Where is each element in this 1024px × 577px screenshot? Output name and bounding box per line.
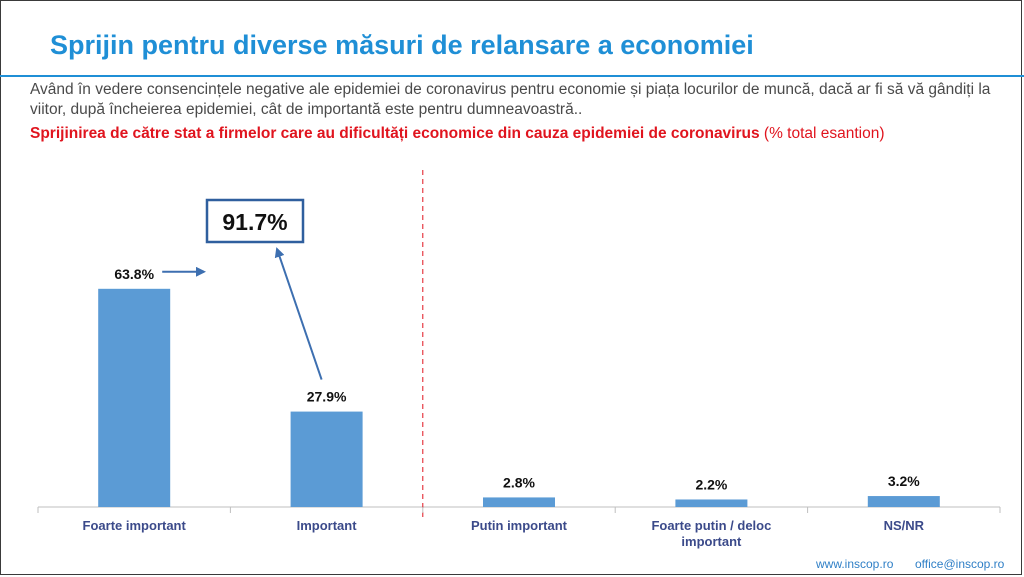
bar-value-label: 27.9% xyxy=(307,389,347,405)
survey-question: Având în vedere consencințele negative a… xyxy=(30,81,991,118)
bar-1 xyxy=(290,411,363,507)
bar-value-label: 2.8% xyxy=(503,474,535,490)
arrow-from-second-bar xyxy=(274,247,323,380)
subtitle-main: Sprijinirea de către stat a firmelor car… xyxy=(30,125,760,142)
category-label: Important xyxy=(297,518,358,533)
bars-group: 63.8% Foarte important 27.9% Important 2.8% P… xyxy=(83,266,940,549)
title-underline xyxy=(0,75,1024,77)
total-important-callout: 91.7% xyxy=(205,198,305,244)
chart-subtitle: Sprijinirea de către stat a firmelor car… xyxy=(30,124,990,144)
bar-4 xyxy=(867,496,940,507)
subtitle-base-note: (% total esantion) xyxy=(759,125,885,142)
category-label: Foarte putin / deloc xyxy=(651,518,771,533)
footer-website[interactable]: www.inscop.ro xyxy=(816,557,894,571)
category-label: important xyxy=(681,534,742,549)
footer-email[interactable]: office@inscop.ro xyxy=(915,557,1005,571)
category-label: NS/NR xyxy=(884,518,925,533)
callout-box xyxy=(205,198,305,244)
category-label: Putin important xyxy=(471,518,568,533)
bar-value-label: 3.2% xyxy=(888,473,920,489)
bar-value-label: 2.2% xyxy=(695,476,727,492)
bar-2 xyxy=(483,497,555,507)
bar-0 xyxy=(98,288,171,507)
bar-value-label: 63.8% xyxy=(114,266,154,282)
slide-title: Sprijin pentru diverse măsuri de relansa… xyxy=(50,30,754,60)
bar-3 xyxy=(675,499,748,507)
callout-value: 91.7% xyxy=(222,209,287,235)
category-label: Foarte important xyxy=(83,518,187,533)
